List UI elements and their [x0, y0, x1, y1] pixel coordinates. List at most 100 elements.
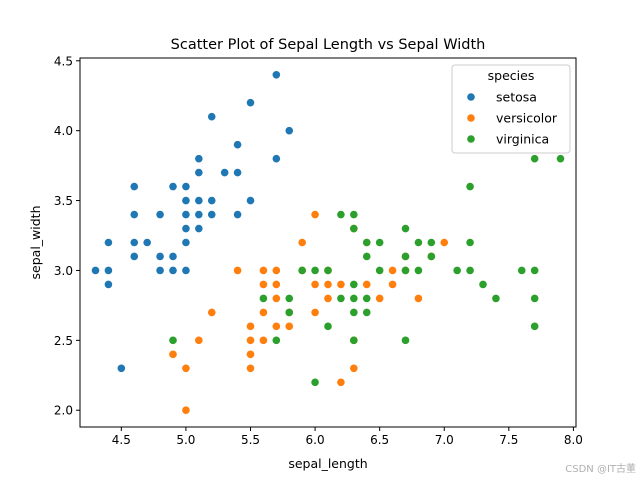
point-setosa-28	[207, 196, 216, 205]
x-tick-label-6: 7.5	[499, 433, 518, 447]
point-versicolor-22	[311, 308, 319, 317]
point-setosa-33	[233, 140, 242, 149]
point-virginica-5	[298, 266, 306, 275]
point-setosa-35	[246, 98, 255, 107]
legend-marker-versicolor	[467, 114, 475, 122]
point-versicolor-29	[337, 280, 345, 289]
point-versicolor-0	[169, 350, 177, 359]
x-tick-label-4: 6.5	[370, 433, 389, 447]
point-virginica-30	[427, 252, 436, 261]
point-virginica-38	[517, 266, 526, 275]
point-versicolor-12	[259, 280, 268, 289]
point-setosa-22	[195, 224, 203, 233]
point-setosa-6	[130, 238, 139, 247]
point-virginica-9	[324, 266, 332, 275]
plot-area: 4.5 5.0 5.5 6.0 6.5 7.0 7.5 8.0 2.0 2.5 3.0 3.5 4.0…	[54, 54, 583, 447]
legend-title: species	[488, 68, 535, 83]
point-setosa-18	[182, 224, 190, 233]
x-axis-ticks: 4.5 5.0 5.5 6.0 6.5 7.0 7.5 8.0	[112, 427, 583, 447]
point-versicolor-2	[182, 364, 190, 373]
point-versicolor-15	[272, 294, 281, 303]
point-setosa-24	[195, 196, 203, 205]
point-setosa-31	[233, 210, 242, 219]
point-virginica-3	[285, 308, 294, 317]
point-setosa-38	[285, 126, 294, 135]
y-axis-ticks: 2.0 2.5 3.0 3.5 4.0 4.5	[54, 54, 80, 418]
point-versicolor-13	[259, 266, 268, 275]
y-tick-label-3: 3.5	[54, 194, 73, 208]
point-setosa-37	[272, 70, 281, 79]
point-virginica-23	[375, 238, 384, 247]
legend: species setosa versicolor virginica	[451, 64, 571, 154]
axes-frame	[79, 57, 577, 428]
point-virginica-7	[311, 266, 319, 275]
point-virginica-31	[427, 238, 436, 247]
point-virginica-43	[556, 154, 565, 163]
point-virginica-39	[530, 322, 539, 331]
point-setosa-26	[195, 154, 203, 163]
point-setosa-10	[156, 266, 164, 275]
point-setosa-11	[156, 252, 164, 261]
point-setosa-1	[104, 280, 113, 289]
point-versicolor-17	[272, 266, 281, 275]
point-setosa-29	[207, 112, 216, 121]
point-virginica-4	[285, 294, 294, 303]
point-versicolor-30	[350, 364, 358, 373]
point-setosa-12	[156, 210, 164, 219]
point-setosa-34	[246, 196, 255, 205]
x-tick-label-0: 4.5	[112, 433, 131, 447]
point-virginica-35	[466, 182, 474, 191]
y-tick-label-5: 4.5	[54, 54, 73, 68]
point-setosa-30	[220, 168, 229, 177]
legend-label-setosa: setosa	[496, 90, 537, 105]
point-virginica-41	[530, 266, 539, 275]
point-virginica-27	[401, 224, 410, 233]
point-setosa-27	[207, 210, 216, 219]
point-virginica-10	[337, 294, 345, 303]
point-setosa-13	[169, 266, 177, 275]
point-setosa-23	[195, 210, 203, 219]
point-versicolor-36	[388, 280, 397, 289]
point-virginica-2	[272, 336, 281, 345]
legend-label-virginica: virginica	[496, 132, 549, 147]
point-virginica-17	[350, 210, 358, 219]
point-setosa-5	[130, 252, 139, 261]
point-setosa-9	[143, 238, 151, 247]
point-versicolor-8	[246, 336, 255, 345]
point-versicolor-1	[182, 406, 190, 415]
point-versicolor-37	[388, 266, 397, 275]
point-versicolor-18	[285, 322, 294, 331]
point-versicolor-33	[362, 280, 371, 289]
point-versicolor-7	[246, 350, 255, 359]
point-setosa-0	[91, 266, 100, 275]
x-tick-label-3: 6.0	[306, 433, 325, 447]
point-virginica-32	[453, 266, 461, 275]
y-tick-label-1: 2.5	[54, 334, 73, 348]
point-versicolor-10	[259, 336, 268, 345]
point-setosa-8	[130, 182, 139, 191]
y-tick-label-4: 4.0	[54, 124, 73, 138]
point-virginica-37	[492, 294, 500, 303]
point-virginica-14	[350, 294, 358, 303]
point-versicolor-26	[324, 280, 332, 289]
point-versicolor-9	[246, 322, 255, 331]
point-versicolor-3	[195, 336, 203, 345]
point-virginica-16	[350, 224, 358, 233]
point-virginica-13	[350, 308, 358, 317]
point-virginica-25	[401, 266, 410, 275]
point-virginica-29	[414, 238, 423, 247]
point-setosa-3	[104, 238, 113, 247]
point-versicolor-5	[233, 266, 242, 275]
y-axis-label: sepal_width	[28, 206, 43, 280]
legend-label-versicolor: versicolor	[496, 111, 558, 126]
point-setosa-16	[182, 266, 190, 275]
point-virginica-1	[259, 294, 268, 303]
point-versicolor-25	[324, 294, 332, 303]
point-virginica-33	[466, 266, 474, 275]
point-setosa-14	[169, 252, 177, 261]
point-virginica-42	[530, 154, 539, 163]
point-versicolor-23	[311, 280, 319, 289]
legend-box	[451, 64, 571, 154]
point-setosa-17	[182, 238, 190, 247]
